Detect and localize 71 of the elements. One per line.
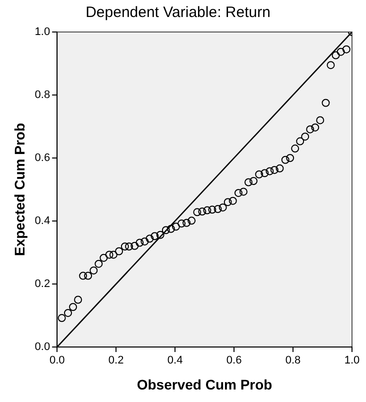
point xyxy=(250,176,258,185)
point xyxy=(125,242,134,251)
point xyxy=(198,208,206,216)
point xyxy=(130,242,139,250)
point xyxy=(140,237,149,246)
point xyxy=(115,247,124,256)
point xyxy=(306,125,314,134)
point xyxy=(239,188,248,196)
point xyxy=(172,222,180,231)
point xyxy=(332,51,340,60)
point xyxy=(90,266,98,274)
point xyxy=(100,254,108,262)
point xyxy=(326,61,335,70)
y-tick-label: 1.0 xyxy=(34,26,50,38)
point xyxy=(120,242,129,251)
point xyxy=(336,48,345,56)
y-tick-label: 0.8 xyxy=(34,89,50,102)
point xyxy=(311,123,320,132)
x-axis-title: Observed Cum Prob xyxy=(136,376,272,392)
y-tick-label: 0.4 xyxy=(34,215,50,228)
point xyxy=(109,250,118,259)
y-tick-label: 0.6 xyxy=(34,152,50,164)
point xyxy=(58,314,66,322)
point xyxy=(178,220,186,228)
point xyxy=(136,238,144,247)
point xyxy=(260,169,269,178)
point xyxy=(276,164,284,172)
point xyxy=(182,218,191,227)
point xyxy=(150,232,159,240)
point xyxy=(234,188,242,197)
point xyxy=(64,308,72,317)
point xyxy=(291,144,300,153)
point xyxy=(166,224,175,233)
y-axis-title: Expected Cum Prob xyxy=(11,122,28,256)
point xyxy=(208,206,216,214)
point xyxy=(266,167,274,176)
point xyxy=(218,203,227,212)
y-tick-label: 0.0 xyxy=(34,341,50,354)
point xyxy=(156,230,164,239)
x-tick-label: 1.0 xyxy=(344,354,360,367)
point xyxy=(322,98,330,107)
chart-title: Dependent Variable: Return xyxy=(86,4,270,22)
point xyxy=(105,250,114,259)
point xyxy=(193,208,202,216)
point xyxy=(69,302,78,311)
point xyxy=(255,170,264,178)
point xyxy=(270,166,278,174)
point xyxy=(342,45,350,54)
y-tick-label: 0.2 xyxy=(34,278,50,290)
point xyxy=(79,272,88,280)
x-tick-label: 0.8 xyxy=(285,354,301,367)
point xyxy=(224,198,232,206)
point xyxy=(301,132,310,141)
point xyxy=(296,137,304,146)
point xyxy=(281,156,290,164)
point xyxy=(84,272,92,280)
point xyxy=(146,234,154,243)
point xyxy=(94,260,103,268)
point xyxy=(214,205,222,214)
point xyxy=(244,178,252,186)
point xyxy=(188,216,196,225)
point xyxy=(286,154,294,162)
x-tick-label: 0.0 xyxy=(49,354,65,367)
point xyxy=(74,296,82,304)
point xyxy=(162,226,170,234)
point xyxy=(203,206,212,214)
point xyxy=(228,196,237,205)
x-tick-label: 0.2 xyxy=(108,354,124,367)
x-tick-label: 0.6 xyxy=(226,354,242,367)
point xyxy=(316,116,324,124)
x-tick-label: 0.4 xyxy=(167,354,183,367)
